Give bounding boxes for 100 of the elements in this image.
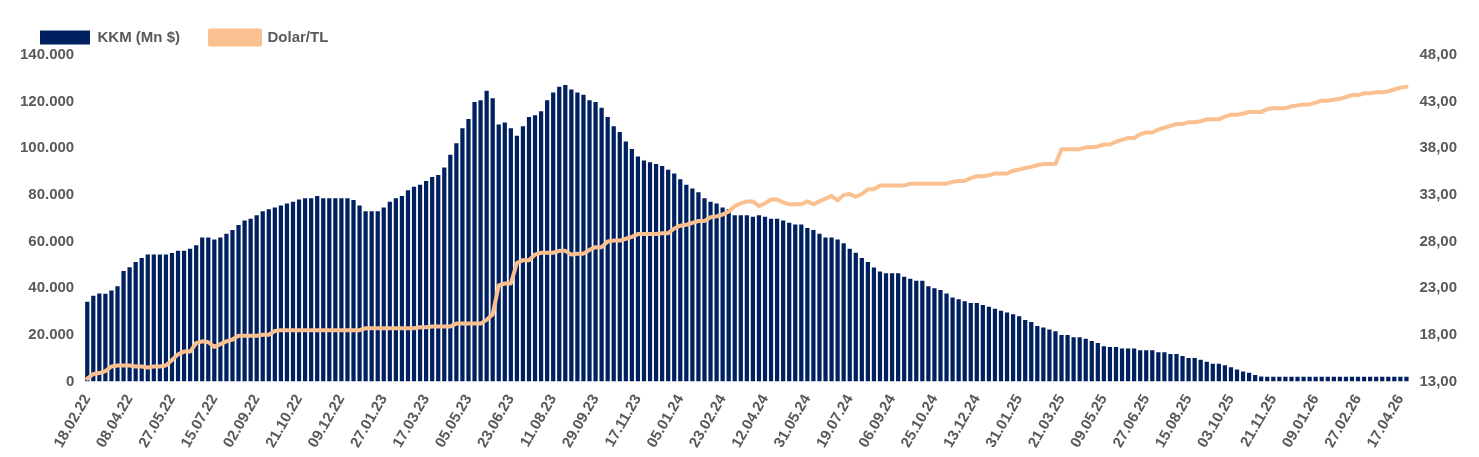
- bar: [405, 190, 411, 382]
- bar: [1150, 350, 1155, 382]
- bar: [799, 224, 804, 382]
- bar: [902, 276, 907, 382]
- bar: [871, 267, 877, 382]
- bar: [139, 258, 144, 382]
- bar: [684, 184, 689, 382]
- y2-tick-label: 38,00: [1419, 138, 1458, 156]
- bar: [484, 90, 489, 382]
- bar: [986, 306, 992, 382]
- bar: [1023, 320, 1028, 382]
- bar: [1240, 371, 1246, 382]
- bar: [260, 211, 265, 382]
- bar: [1107, 346, 1113, 382]
- bar: [454, 143, 459, 382]
- bar: [744, 215, 749, 382]
- bar: [774, 218, 780, 382]
- bar: [381, 207, 386, 382]
- bar: [1192, 358, 1197, 382]
- y2-tick-label: 23,00: [1419, 278, 1458, 296]
- y2-tick-label: 13,00: [1419, 371, 1458, 389]
- bar: [653, 164, 659, 382]
- bar: [157, 254, 162, 382]
- bar: [151, 254, 156, 382]
- bar: [496, 124, 501, 382]
- bar: [666, 169, 671, 382]
- bar: [781, 220, 786, 382]
- bar: [514, 135, 520, 382]
- bar: [617, 131, 622, 382]
- bar: [738, 215, 743, 382]
- bar: [805, 228, 810, 382]
- bar: [623, 141, 628, 382]
- bar: [1041, 327, 1046, 382]
- bar: [853, 252, 858, 382]
- bar: [889, 273, 895, 382]
- bar: [1077, 337, 1082, 382]
- y-tick-label: 20.000: [28, 324, 75, 342]
- bar: [605, 117, 610, 382]
- bar: [442, 167, 447, 382]
- bar: [1228, 367, 1234, 382]
- bar: [956, 299, 961, 382]
- bar: [1132, 348, 1137, 382]
- bar: [992, 308, 998, 382]
- y-tick-label: 120.000: [19, 91, 75, 109]
- bar: [266, 209, 271, 382]
- bar: [526, 117, 532, 382]
- bar: [678, 179, 683, 382]
- y-tick-label: 140.000: [19, 45, 75, 63]
- bar: [175, 250, 181, 382]
- bar: [181, 250, 187, 382]
- bar: [962, 301, 967, 382]
- bar: [321, 198, 326, 382]
- bar: [1035, 325, 1040, 382]
- bar: [647, 162, 653, 382]
- bar: [1138, 350, 1143, 382]
- bar: [375, 211, 380, 382]
- legend-label: KKM (Mn $): [97, 27, 180, 45]
- bar: [877, 271, 883, 382]
- bar: [859, 258, 864, 382]
- bar: [436, 175, 441, 382]
- bar: [908, 278, 913, 382]
- bar: [787, 222, 792, 382]
- bar: [762, 216, 768, 382]
- bar: [968, 303, 973, 382]
- bar: [188, 248, 193, 382]
- y2-tick-label: 28,00: [1419, 231, 1458, 249]
- bar: [520, 126, 526, 382]
- bar: [369, 211, 374, 382]
- bar: [393, 198, 398, 382]
- bar: [248, 218, 253, 382]
- bar: [430, 176, 435, 382]
- y-tick-label: 0: [65, 371, 75, 389]
- bar: [896, 273, 901, 382]
- bar: [1010, 314, 1016, 382]
- bar: [1216, 363, 1221, 382]
- bar: [411, 186, 417, 382]
- bar: [206, 237, 211, 382]
- bar: [641, 160, 647, 382]
- bar: [1113, 346, 1119, 382]
- y-tick-label: 80.000: [28, 185, 75, 203]
- legend-label: Dolar/TL: [267, 27, 329, 45]
- bar: [309, 198, 314, 382]
- y2-tick-label: 18,00: [1419, 324, 1458, 342]
- bar: [1204, 361, 1209, 382]
- bar: [254, 215, 259, 382]
- bar: [315, 196, 320, 382]
- bar: [284, 203, 290, 382]
- bar: [726, 209, 731, 382]
- bar: [720, 207, 725, 382]
- bar: [841, 243, 846, 382]
- bar: [1156, 352, 1161, 382]
- bar: [1017, 316, 1022, 382]
- bar: [200, 237, 205, 382]
- bar: [327, 198, 332, 382]
- bar: [1095, 342, 1100, 382]
- y2-tick-label: 43,00: [1419, 91, 1458, 109]
- bar: [417, 184, 423, 382]
- bar: [732, 215, 737, 382]
- bar: [218, 237, 223, 382]
- bar: [133, 262, 138, 382]
